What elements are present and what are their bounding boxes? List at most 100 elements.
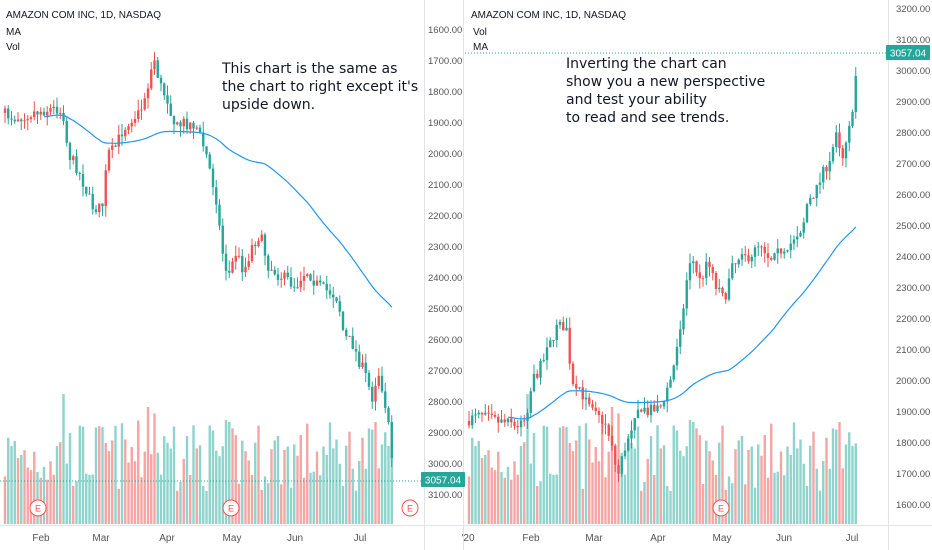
left-y-tick-label: 2300.00	[428, 242, 462, 253]
right-candle-body	[822, 167, 825, 183]
right-volume-bar	[796, 448, 799, 524]
right-volume-bar	[506, 466, 510, 524]
left-volume-bar	[296, 455, 299, 524]
left-volume-bar	[143, 451, 146, 524]
right-volume-bar	[526, 394, 529, 524]
left-candle-body	[306, 274, 309, 277]
right-candle-body	[802, 222, 805, 233]
right-candle-body	[666, 387, 669, 402]
right-candle-body	[773, 253, 776, 260]
right-y-tick-label: 2900.00	[896, 97, 930, 108]
left-earnings-marker[interactable]	[222, 499, 240, 517]
right-candle-body	[523, 420, 526, 422]
left-candle-body	[371, 386, 374, 402]
right-earnings-marker[interactable]	[712, 499, 730, 517]
right-volume-bar	[763, 434, 766, 524]
right-note-line-4: to read and see trends.	[566, 110, 729, 126]
left-price-badge: 3057.04	[421, 472, 465, 487]
left-earnings-marker[interactable]	[401, 499, 419, 517]
left-volume-bar	[29, 470, 33, 524]
right-volume-bar	[727, 476, 731, 524]
right-candle-body	[565, 327, 568, 331]
right-volume-bar	[809, 445, 812, 524]
right-volume-bar	[701, 484, 705, 524]
left-y-tick-label: 2500.00	[428, 304, 462, 315]
left-volume-bar	[185, 436, 189, 524]
left-candle-body	[88, 193, 91, 195]
left-candle-body	[185, 118, 189, 130]
left-candle-body	[150, 69, 153, 89]
right-candle-body	[698, 272, 701, 279]
right-candle-body	[506, 418, 510, 423]
left-volume-bar	[130, 447, 133, 524]
right-volume-bar	[766, 477, 770, 524]
right-candle-body	[740, 254, 744, 260]
left-candle-body	[198, 127, 202, 133]
right-volume-bar	[646, 458, 649, 524]
left-candle-body	[10, 118, 13, 120]
right-indicator-ma: MA	[473, 42, 488, 53]
left-candle-body	[322, 282, 325, 284]
left-volume-bar	[104, 442, 107, 524]
right-volume-bar	[831, 428, 835, 524]
left-candle-body	[276, 274, 280, 280]
left-volume-bar	[62, 394, 65, 524]
left-volume-bar	[159, 474, 163, 524]
left-candle-body	[215, 187, 218, 205]
left-volume-bar	[195, 448, 198, 524]
left-candle-body	[62, 112, 65, 121]
right-x-tick-label: Mar	[585, 533, 603, 544]
left-candle-body	[75, 156, 78, 174]
left-candle-body	[319, 280, 322, 283]
right-candle-body	[529, 391, 532, 414]
right-volume-bar	[757, 444, 760, 524]
left-earnings-marker[interactable]	[29, 499, 47, 517]
right-candle-body	[692, 261, 695, 264]
right-volume-bar	[760, 455, 763, 524]
right-volume-bar	[558, 427, 562, 524]
right-volume-bar	[480, 458, 484, 524]
right-candle-body	[542, 360, 545, 362]
left-candle-body	[374, 385, 377, 402]
right-candle-body	[545, 347, 549, 361]
left-candle-body	[260, 234, 263, 241]
right-volume-bar	[740, 435, 744, 524]
left-volume-bar	[26, 467, 29, 524]
left-volume-bar	[325, 454, 328, 524]
right-volume-bar	[539, 481, 542, 524]
left-candle-body	[384, 391, 387, 409]
right-candle-body	[792, 239, 796, 244]
right-candle-body	[503, 419, 506, 423]
left-candle-body	[65, 120, 68, 143]
right-volume-bar	[692, 421, 695, 524]
right-volume-bar	[776, 471, 779, 524]
left-candle-body	[283, 272, 286, 279]
left-volume-bar	[286, 446, 289, 524]
left-volume-bar	[234, 435, 237, 524]
left-volume-bar	[351, 468, 354, 524]
right-candle-body	[513, 422, 516, 426]
left-note-line-1: This chart is the same as	[221, 61, 397, 77]
left-candle-body	[263, 234, 267, 256]
left-candle-body	[364, 362, 367, 373]
right-volume-bar	[705, 440, 708, 524]
left-candle-body	[72, 156, 75, 161]
right-candle-body	[610, 435, 614, 446]
right-volume-bar	[851, 446, 854, 524]
left-volume-bar	[7, 437, 10, 524]
left-volume-bar	[127, 462, 130, 524]
left-volume-bar	[364, 468, 367, 524]
right-volume-bar	[731, 483, 734, 524]
right-note-line-3: and test your ability	[566, 92, 707, 108]
left-candle-body	[130, 122, 133, 127]
right-candle-body	[828, 161, 831, 172]
left-candle-body	[221, 225, 224, 254]
left-candle-body	[299, 280, 302, 288]
right-earnings-markers: E	[712, 499, 730, 517]
right-volume-bar	[714, 474, 718, 524]
left-candle-body	[81, 173, 85, 187]
left-volume-bar	[20, 454, 23, 524]
right-candle-body	[620, 456, 623, 474]
right-y-tick-label: 2300.00	[896, 283, 930, 294]
right-candle-body	[672, 365, 675, 380]
